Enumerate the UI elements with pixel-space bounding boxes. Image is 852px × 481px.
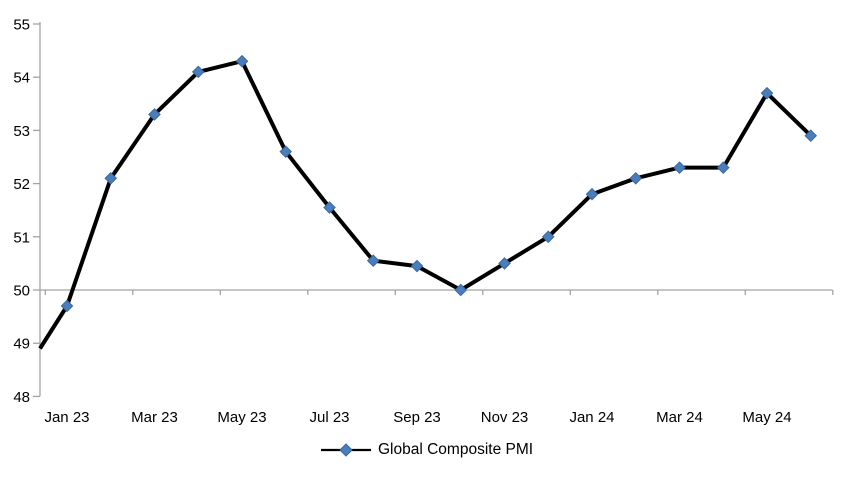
- data-point-marker: [148, 108, 161, 121]
- x-axis-tick-label: Jul 23: [309, 409, 349, 426]
- data-point-marker: [60, 299, 74, 313]
- data-point-marker: [323, 201, 336, 214]
- data-point-marker: [629, 171, 643, 185]
- legend-series-swatch: [321, 443, 371, 457]
- data-point-marker: [498, 257, 511, 270]
- y-axis-tick-label: 48: [13, 389, 30, 406]
- y-axis-tick-label: 54: [13, 70, 30, 87]
- y-axis-tick-label: 53: [13, 123, 30, 140]
- data-point-marker: [541, 230, 555, 244]
- y-axis-tick-label: 49: [13, 336, 30, 353]
- legend-series-label: Global Composite PMI: [378, 441, 534, 458]
- x-axis-tick-label: Jan 23: [44, 409, 89, 426]
- data-point-marker: [191, 65, 205, 79]
- data-point-marker: [673, 161, 686, 174]
- data-point-marker: [410, 259, 424, 273]
- data-point-marker: [454, 283, 468, 297]
- legend-diamond-marker-icon: [339, 443, 353, 457]
- x-axis-tick-label: May 23: [217, 409, 266, 426]
- x-axis-tick-label: Jan 24: [569, 409, 614, 426]
- y-axis-tick-label: 55: [13, 17, 30, 34]
- data-point-marker: [235, 54, 249, 68]
- data-point-marker: [104, 171, 118, 185]
- data-point-marker: [366, 254, 380, 268]
- legend: Global Composite PMI: [321, 441, 533, 459]
- y-axis-tick-label: 50: [13, 283, 30, 300]
- x-axis-tick-label: Nov 23: [481, 409, 529, 426]
- pmi-series-line: [38, 59, 813, 350]
- data-point-marker: [585, 187, 599, 201]
- data-point-marker: [279, 145, 293, 158]
- data-point-marker: [804, 129, 818, 143]
- x-axis-tick-label: Sep 23: [393, 409, 441, 426]
- data-point-marker: [760, 86, 774, 100]
- y-axis-tick-label: 51: [13, 229, 30, 246]
- x-axis-tick-label: Mar 24: [656, 409, 703, 426]
- y-axis-tick-label: 52: [13, 176, 30, 193]
- x-axis-tick-label: May 24: [742, 409, 791, 426]
- data-point-marker: [716, 161, 730, 174]
- x-axis-tick-label: Mar 23: [131, 409, 178, 426]
